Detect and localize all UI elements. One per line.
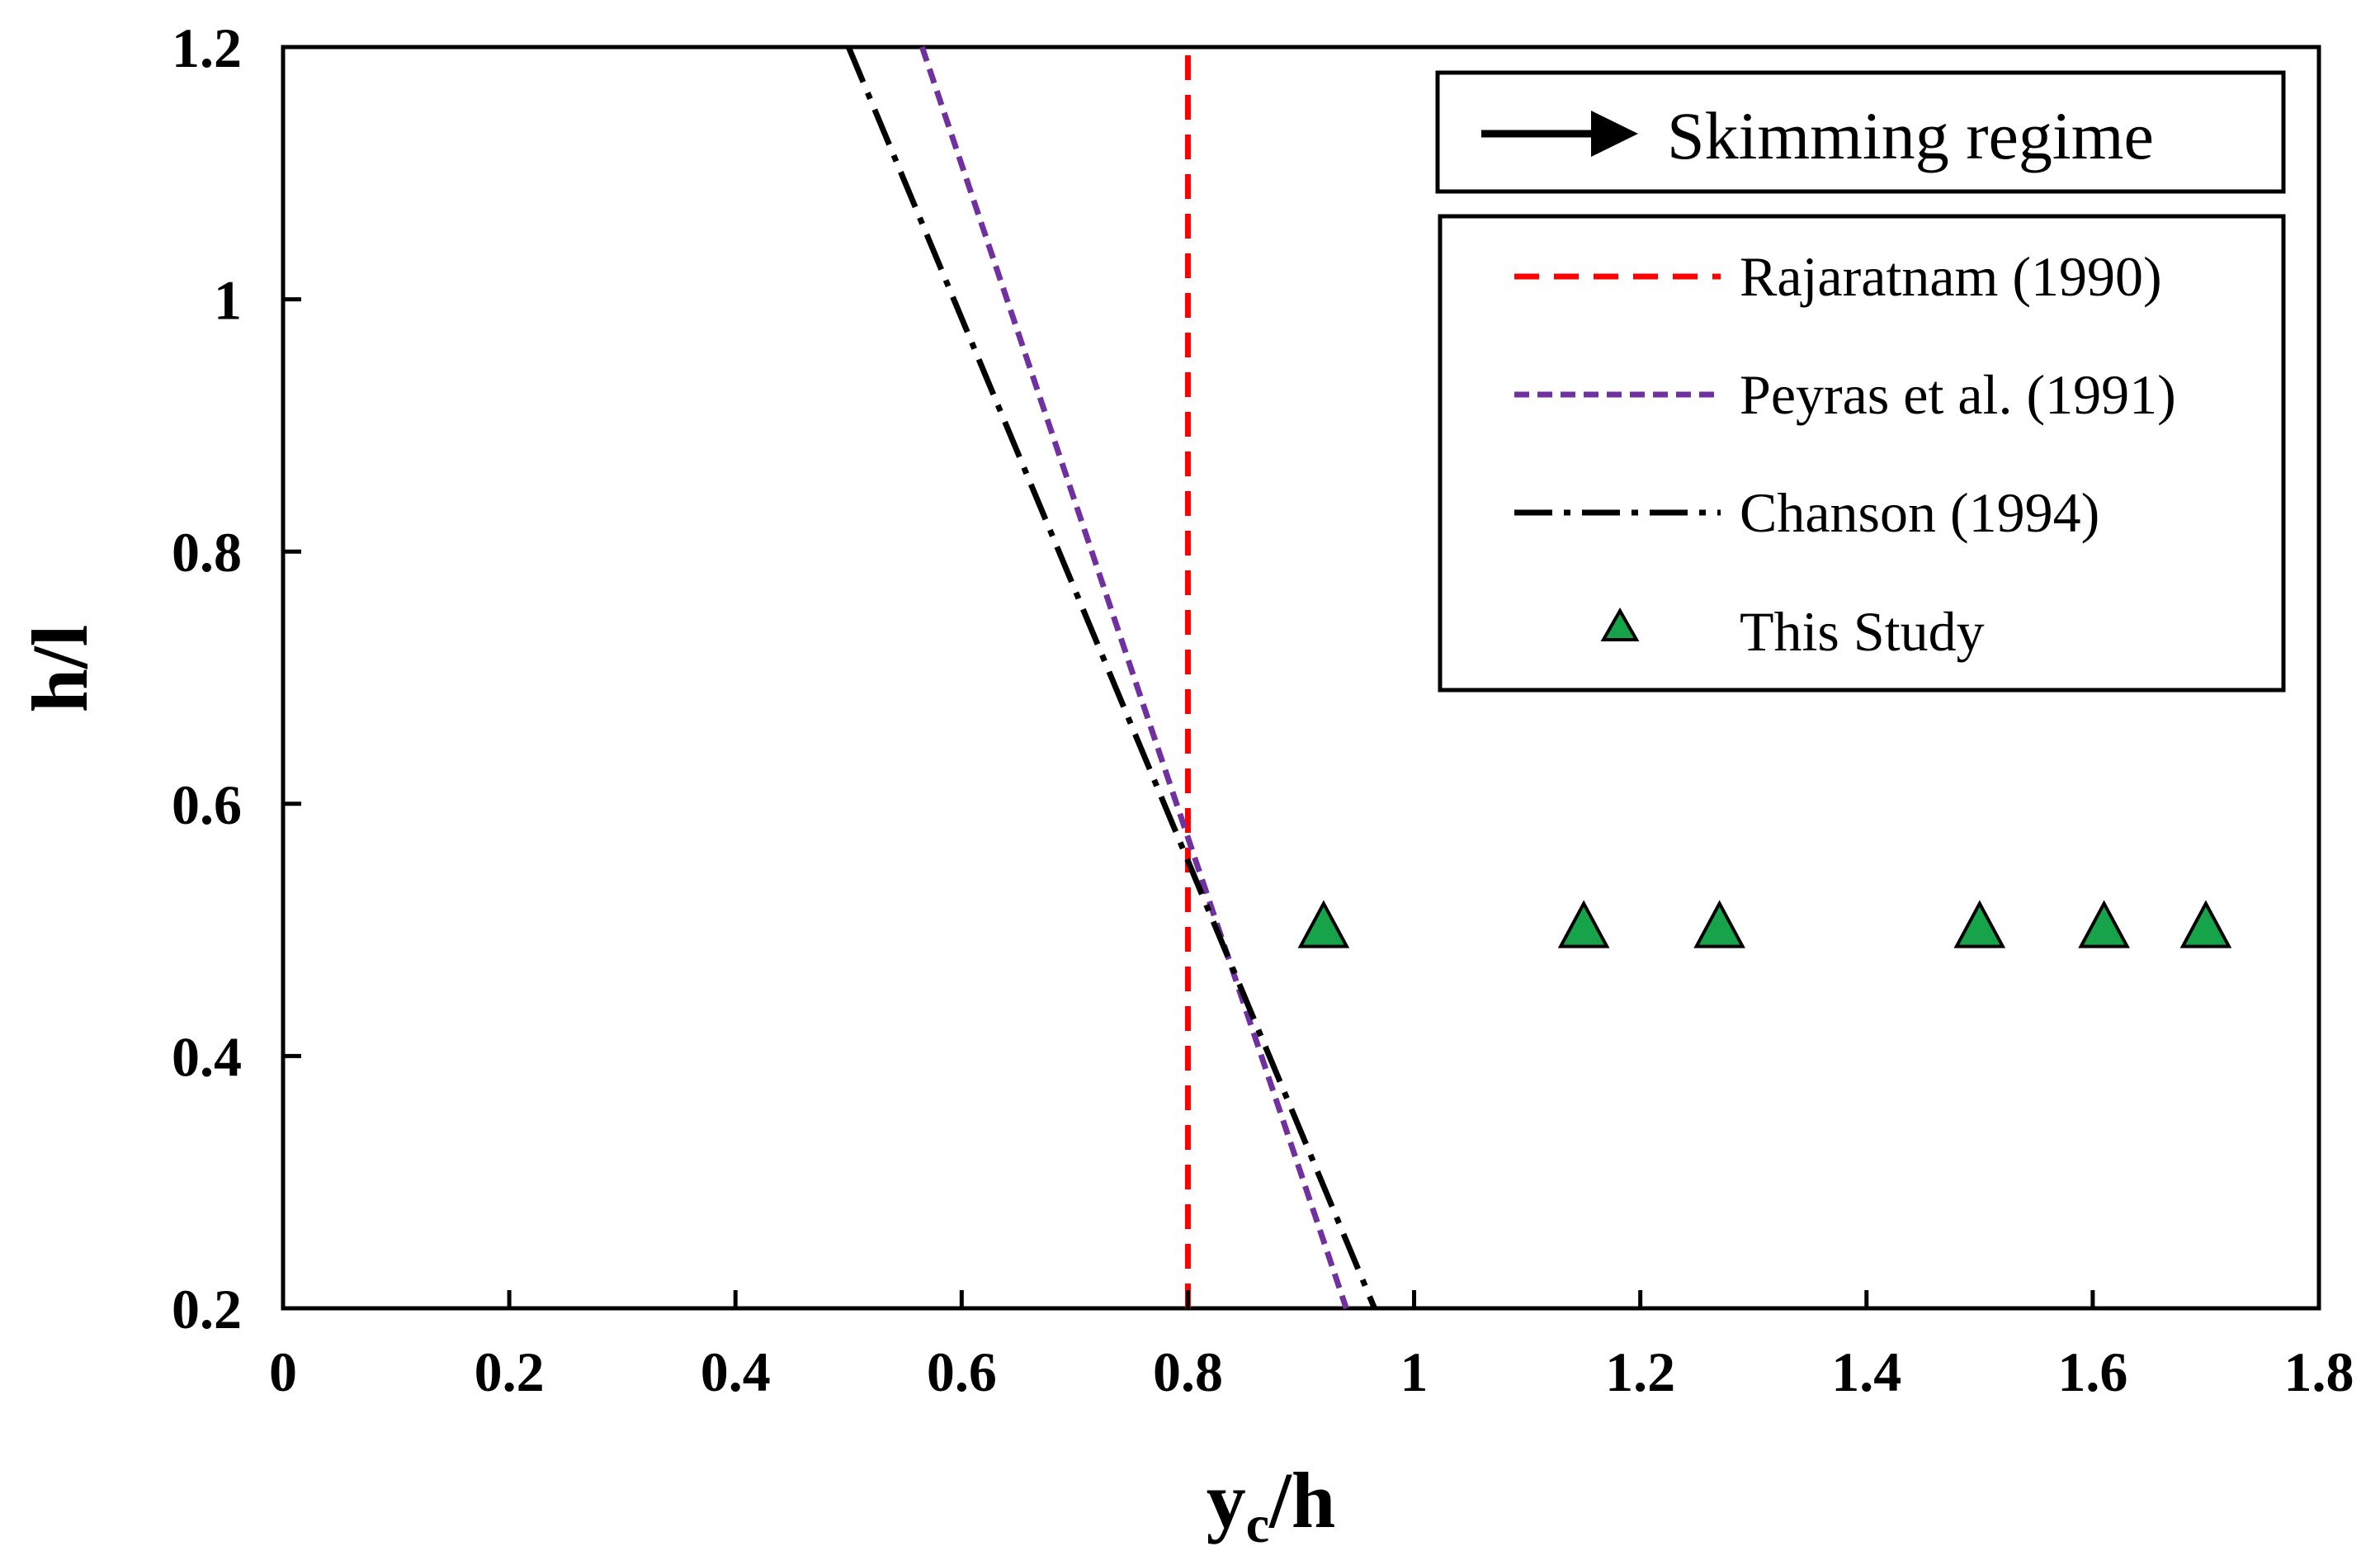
- series-line-chanson: [846, 45, 1377, 1310]
- data-point-this-study: [1297, 900, 1350, 948]
- legend-swatch-this-study-triangle-icon: [1600, 607, 1640, 641]
- series-markers-this-study: [1297, 900, 2232, 948]
- x-tick-label: 0.8: [1153, 1340, 1223, 1403]
- x-axis-title-main: y: [1207, 1456, 1246, 1544]
- y-tick-label: 0.6: [172, 773, 242, 836]
- arrow-icon-head: [1591, 111, 1638, 157]
- x-tick-label: 1.6: [2057, 1340, 2127, 1403]
- data-point-this-study: [2179, 900, 2232, 948]
- x-axis-title-suffix: /h: [1268, 1456, 1335, 1544]
- data-point-this-study: [1557, 900, 1610, 948]
- x-tick-label: 1.8: [2284, 1340, 2354, 1403]
- data-point-this-study: [1953, 900, 2006, 948]
- legend-label-this-study: This Study: [1740, 600, 1985, 663]
- y-tick-label: 0.4: [172, 1025, 242, 1088]
- data-point-this-study: [2078, 900, 2130, 948]
- y-tick-label: 0.8: [172, 521, 242, 584]
- legend-label-rajaratnam: Rajaratnam (1990): [1740, 245, 2162, 308]
- x-tick-label: 0.4: [701, 1340, 771, 1403]
- y-axis-title: h/l: [16, 625, 104, 713]
- legend-label-peyras: Peyras et al. (1991): [1740, 363, 2176, 426]
- x-axis-title: yc/h: [1207, 1456, 1335, 1553]
- x-tick-label: 0.6: [927, 1340, 997, 1403]
- x-tick-label: 1.4: [1831, 1340, 1901, 1403]
- x-tick-label: 0.2: [475, 1340, 545, 1403]
- axis-ticks: 0 0.2 0.4 0.6 0.8 1 1.2 1.4 1.6 1.8 0.2 0.4 0.6 0.8 1 1…: [172, 17, 2354, 1403]
- x-tick-label: 0: [269, 1340, 297, 1403]
- annotation-text: Skimming regime: [1667, 98, 2154, 173]
- y-tick-label: 1.2: [172, 17, 242, 79]
- legend-label-chanson: Chanson (1994): [1740, 481, 2099, 544]
- data-point-this-study: [1693, 900, 1745, 948]
- x-tick-label: 1: [1400, 1340, 1428, 1403]
- x-tick-label: 1.2: [1605, 1340, 1675, 1403]
- x-axis-title-subscript: c: [1246, 1495, 1269, 1553]
- y-tick-label: 0.2: [172, 1278, 242, 1340]
- y-tick-label: 1: [214, 269, 242, 332]
- series-line-peyras: [919, 45, 1349, 1310]
- legend: [1438, 214, 2286, 693]
